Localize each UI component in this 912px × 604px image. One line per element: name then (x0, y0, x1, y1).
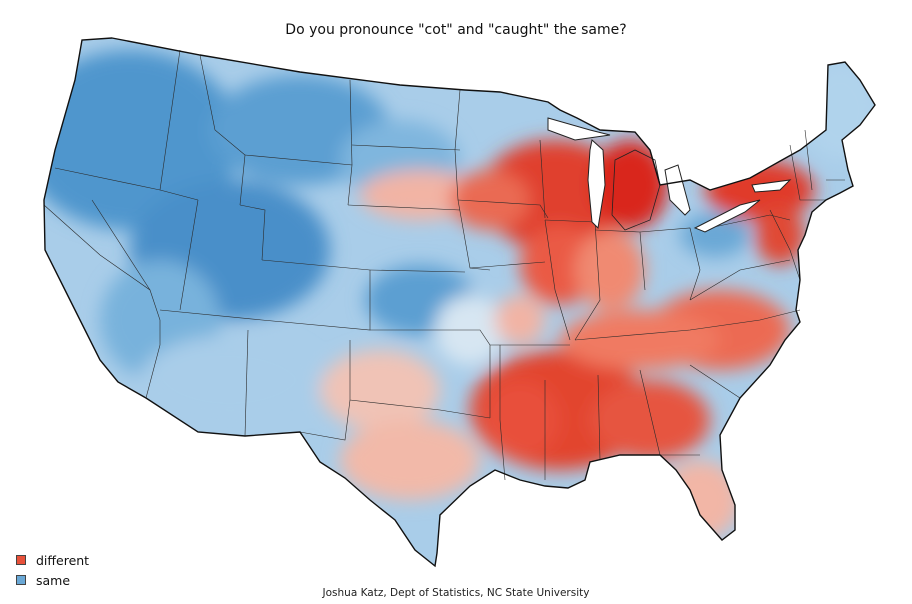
state-borders (43, 49, 845, 481)
legend-swatch-different (16, 555, 26, 565)
legend-item-same: same (16, 570, 89, 590)
map-title: Do you pronounce "cot" and "caught" the … (285, 22, 627, 38)
legend-swatch-same (16, 575, 26, 585)
michigan-border (611, 149, 661, 231)
great-lakes (547, 117, 792, 233)
legend-label-different: different (36, 552, 90, 568)
legend: different same (16, 550, 89, 590)
legend-item-different: different (16, 550, 89, 570)
credit-line: Joshua Katz, Dept of Statistics, NC Stat… (322, 587, 590, 599)
legend-label-same: same (36, 572, 71, 588)
